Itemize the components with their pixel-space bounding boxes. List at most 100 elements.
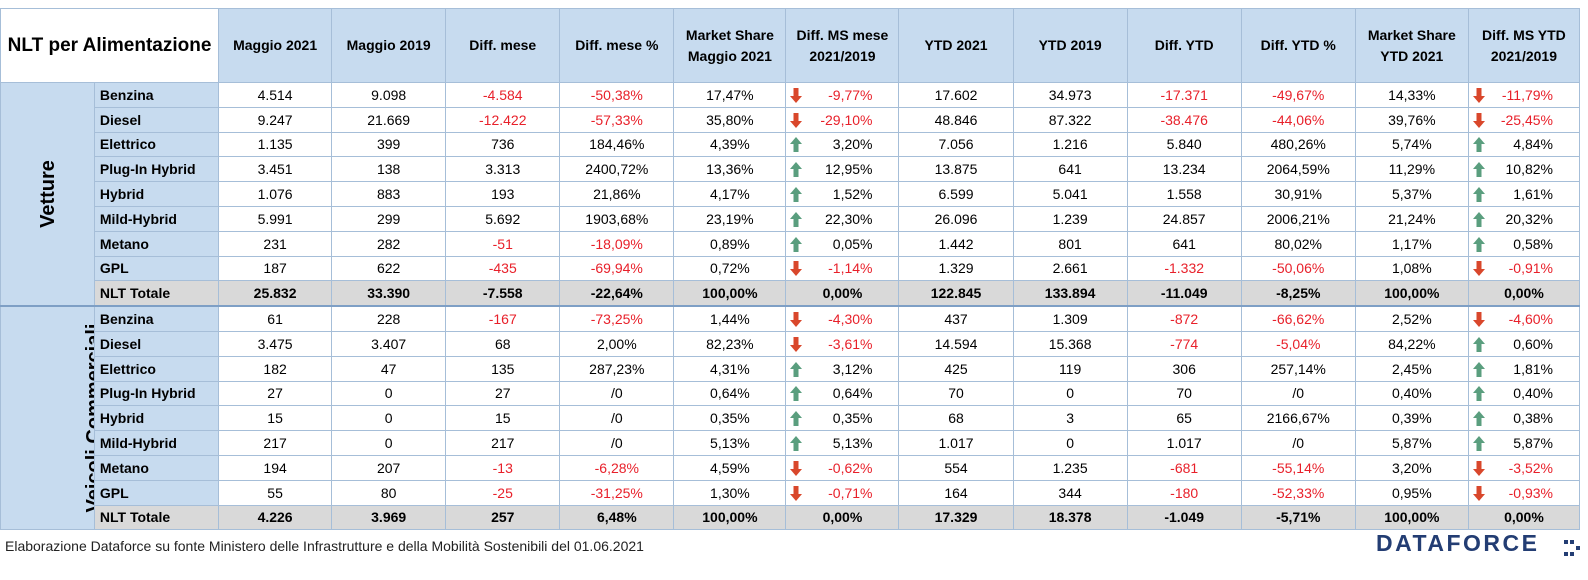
data-cell: 5.840 [1126,131,1242,158]
table-row: Hybrid 15 0 15/0 0,35% 0,35% 68 3 65 2166,67% 0,39… [1,405,1581,432]
data-cell: 33.390 [331,280,447,307]
data-cell: 87.322 [1012,106,1128,133]
data-cell: 1903,68% [559,205,675,232]
data-cell: -18,09% [559,230,675,257]
table-title: NLT per Alimentazione [0,8,220,83]
data-cell: 1,17% [1354,230,1469,257]
table-row: Vetture Benzina 4.514 9.098 -4.584 -50,38% 17,… [0,82,1581,307]
cell-value: 10,82% [1505,161,1553,178]
data-cell: 306 [1126,355,1242,382]
column-header: YTD 2019 [1012,8,1128,83]
cell-value: -11,79% [1501,86,1553,103]
data-cell: -6,28% [559,454,675,481]
cell-value: 0,64% [832,385,873,402]
data-cell: 4,17% [673,181,787,207]
row-label: Mild-Hybrid [93,430,220,456]
data-cell: -7.558 [445,280,561,307]
ms-diff-cell: 0,00% [1467,280,1581,307]
arrow-up-icon [1472,187,1485,203]
column-header: Maggio 2019 [331,8,447,83]
table-row: GPL 55 80 -25 -31,25% 1,30% -0,71% 164 344 -180 -5… [1,479,1581,506]
total-row: NLT Totale 4.226 3.969 257 6,48% 100,00% 0,00%… [1,504,1581,531]
cell-value: -1,14% [828,260,873,277]
ms-diff-cell: 3,12% [785,355,900,382]
ms-diff-cell: -3,52% [1467,454,1581,481]
cell-value: -0,71% [828,484,873,501]
data-cell: 2400,72% [559,156,675,183]
cell-value: 12,95% [825,161,873,178]
data-cell: -50,06% [1240,255,1356,282]
cell-value: -0,93% [1508,484,1553,501]
data-cell: -52,33% [1240,479,1356,506]
data-cell: -13 [445,454,561,481]
data-cell: 2,00% [559,330,675,357]
data-cell: -1.332 [1126,255,1242,282]
row-label: Metano [93,454,220,481]
data-cell: 287,23% [559,355,675,382]
data-cell: /0 [559,380,675,407]
data-cell: /0 [1240,430,1356,456]
column-header: Market Share Maggio 2021 [673,8,787,83]
data-cell: 3.313 [445,156,561,183]
arrow-up-icon [790,211,803,227]
column-header: YTD 2021 [898,8,1014,83]
data-cell: 5,13% [673,430,787,456]
data-cell: 70 [898,380,1014,407]
logo-text: DATAFORCE [1376,530,1540,556]
column-header: Diff. MS mese 2021/2019 [785,8,900,83]
data-cell: -25 [445,479,561,506]
cell-value: 1,81% [1513,360,1553,377]
data-cell: 15.368 [1012,330,1128,357]
arrow-up-icon [1472,361,1485,377]
ms-diff-cell: 0,58% [1467,230,1581,257]
row-label: NLT Totale [93,280,220,307]
data-cell: -872 [1126,305,1242,332]
data-cell: 3.407 [331,330,447,357]
arrow-down-icon [1472,460,1485,476]
ms-diff-cell: 5,13% [785,430,900,456]
row-label: GPL [93,479,220,506]
row-label: Diesel [93,106,220,133]
cell-value: -29,10% [820,111,873,128]
data-cell: 1.076 [218,181,333,207]
data-cell: 0 [1012,430,1128,456]
data-cell: 13.234 [1126,156,1242,183]
data-cell: 0 [331,405,447,432]
data-cell: 18.378 [1012,504,1128,531]
cell-value: 5,13% [832,435,873,452]
data-cell: -38.476 [1126,106,1242,133]
data-cell: 736 [445,131,561,158]
data-cell: 3.451 [218,156,333,183]
data-cell: 0 [1012,380,1128,407]
row-label: Plug-In Hybrid [93,380,220,407]
table-row: Plug-In Hybrid 27 0 27/0 0,64% 0,64% 70 0 70/0 0,… [1,380,1581,407]
cell-value: 0,00% [1504,509,1544,526]
data-cell: -22,64% [559,280,675,307]
data-cell: 801 [1012,230,1128,257]
group-label-cell: Veicoli Commerciali Leggeri [0,305,95,531]
ms-diff-cell: -29,10% [785,106,900,133]
data-cell: -31,25% [559,479,675,506]
data-cell: 2,52% [1354,305,1469,332]
data-cell: 1.135 [218,131,333,158]
data-cell: 194 [218,454,333,481]
cell-value: 4,84% [1513,136,1553,153]
data-cell: 257,14% [1240,355,1356,382]
ms-diff-cell: -1,14% [785,255,900,282]
data-cell: 47 [331,355,447,382]
row-label: Mild-Hybrid [93,205,220,232]
table-body: Vetture Benzina 4.514 9.098 -4.584 -50,38% 17,… [0,82,1581,531]
data-cell: 25.832 [218,280,333,307]
data-cell: 48.846 [898,106,1014,133]
data-cell: -73,25% [559,305,675,332]
data-cell: 184,46% [559,131,675,158]
cell-value: 0,05% [832,235,873,252]
data-cell: 13,36% [673,156,787,183]
data-cell: 1.558 [1126,181,1242,207]
arrow-up-icon [790,386,803,402]
cell-value: -0,62% [828,459,873,476]
data-cell: 9.098 [331,82,447,108]
data-cell: 5,87% [1354,430,1469,456]
group-label-cell: Vetture [0,82,95,307]
row-label: Plug-In Hybrid [93,156,220,183]
